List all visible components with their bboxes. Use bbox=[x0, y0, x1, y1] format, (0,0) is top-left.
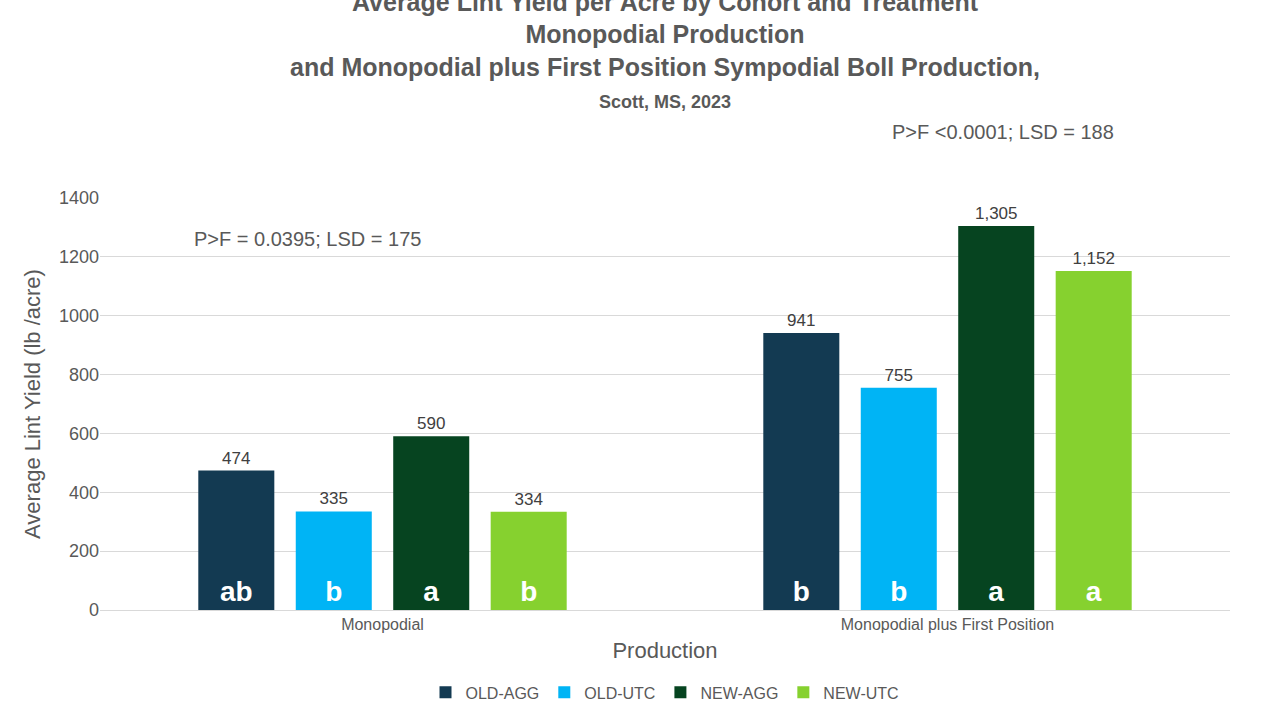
svg-text:Monopodial: Monopodial bbox=[341, 616, 424, 633]
svg-text:200: 200 bbox=[69, 541, 99, 561]
svg-text:400: 400 bbox=[69, 483, 99, 503]
svg-text:590: 590 bbox=[417, 414, 445, 433]
svg-text:b: b bbox=[325, 576, 342, 607]
svg-text:b: b bbox=[890, 576, 907, 607]
svg-text:ab: ab bbox=[220, 576, 253, 607]
svg-text:800: 800 bbox=[69, 365, 99, 385]
svg-text:P>F <0.0001; LSD = 188: P>F <0.0001; LSD = 188 bbox=[892, 121, 1114, 143]
svg-text:335: 335 bbox=[320, 489, 348, 508]
svg-text:a: a bbox=[423, 576, 439, 607]
svg-text:1,152: 1,152 bbox=[1072, 249, 1115, 268]
svg-text:334: 334 bbox=[515, 490, 543, 509]
svg-text:NEW-UTC: NEW-UTC bbox=[823, 685, 898, 702]
svg-text:OLD-UTC: OLD-UTC bbox=[584, 685, 655, 702]
svg-text:755: 755 bbox=[885, 366, 913, 385]
svg-text:OLD-AGG: OLD-AGG bbox=[466, 685, 540, 702]
svg-text:Average Lint Yield (lb /acre): Average Lint Yield (lb /acre) bbox=[20, 269, 45, 539]
svg-text:1400: 1400 bbox=[59, 188, 99, 208]
svg-text:941: 941 bbox=[787, 311, 815, 330]
svg-text:Monopodial plus First Position: Monopodial plus First Position bbox=[841, 616, 1054, 633]
svg-text:b: b bbox=[793, 576, 810, 607]
svg-text:a: a bbox=[988, 576, 1004, 607]
svg-text:0: 0 bbox=[89, 600, 99, 620]
svg-text:NEW-AGG: NEW-AGG bbox=[700, 685, 778, 702]
svg-text:474: 474 bbox=[222, 449, 250, 468]
svg-text:a: a bbox=[1086, 576, 1102, 607]
svg-text:b: b bbox=[520, 576, 537, 607]
svg-text:Average Lint Yield per Acre by: Average Lint Yield per Acre by Cohort an… bbox=[290, 0, 1040, 112]
svg-text:P>F = 0.0395; LSD = 175: P>F = 0.0395; LSD = 175 bbox=[194, 228, 421, 250]
svg-text:Production: Production bbox=[612, 638, 717, 663]
svg-text:600: 600 bbox=[69, 424, 99, 444]
svg-text:1200: 1200 bbox=[59, 247, 99, 267]
svg-text:1,305: 1,305 bbox=[975, 204, 1018, 223]
svg-text:1000: 1000 bbox=[59, 306, 99, 326]
